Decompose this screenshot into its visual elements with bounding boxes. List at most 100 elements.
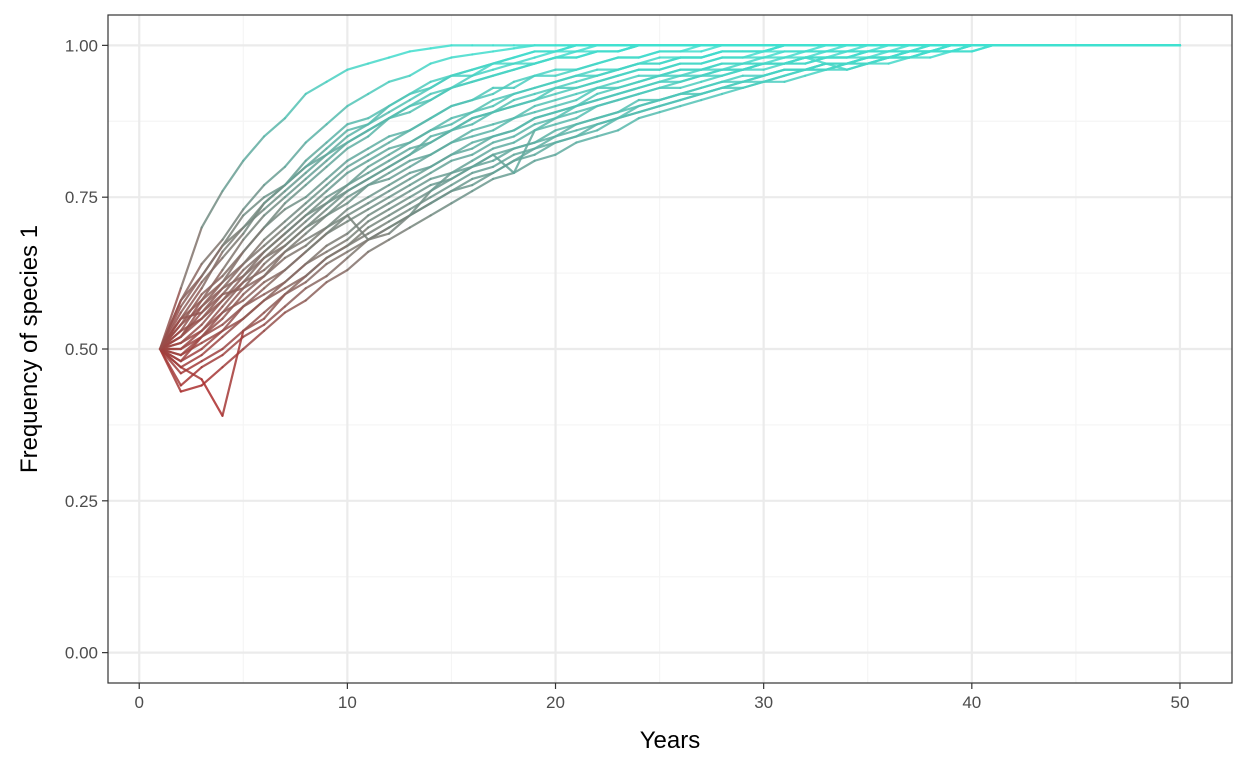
series-segment <box>304 250 328 266</box>
series-segment <box>367 141 391 156</box>
series-segment <box>616 98 640 114</box>
series-segment <box>429 129 453 138</box>
series-segment <box>367 190 391 205</box>
series-segment <box>304 208 328 229</box>
series-segment <box>616 62 640 71</box>
series-segment <box>200 238 224 266</box>
series-segment <box>679 80 703 89</box>
series-segment <box>450 141 474 156</box>
series-segment <box>637 50 661 59</box>
series-segment <box>804 56 828 65</box>
series-segment <box>346 129 370 144</box>
series-segment <box>283 275 307 290</box>
series-line <box>158 44 1182 351</box>
series-segment <box>471 129 495 138</box>
x-axis: 0 10 20 30 40 50 <box>134 683 1189 712</box>
series-segment <box>200 311 224 338</box>
series-segment <box>263 196 287 217</box>
series-segment <box>596 92 620 102</box>
series-segment <box>346 238 370 253</box>
series-segment <box>263 117 287 138</box>
series-segment <box>554 129 578 138</box>
series-segment <box>408 47 432 53</box>
series-segment <box>554 135 578 144</box>
series-segment <box>179 366 203 381</box>
series-segment <box>242 323 266 338</box>
series-segment <box>512 153 536 162</box>
series-segment <box>263 250 287 272</box>
series-segment <box>304 177 328 199</box>
series-segment <box>346 159 370 174</box>
series-segment <box>283 196 307 211</box>
series-segment <box>158 347 182 393</box>
series-segment <box>346 177 370 193</box>
series-segment <box>720 74 744 83</box>
series-segment <box>221 275 245 290</box>
series-segment <box>325 123 349 144</box>
series-segment <box>616 111 640 120</box>
series-segment <box>304 226 328 247</box>
series-segment <box>325 256 349 278</box>
series-segment <box>242 244 266 266</box>
series-segment <box>596 129 620 138</box>
series-segment <box>741 80 765 89</box>
series-segment <box>575 80 599 89</box>
series-segment <box>575 104 599 114</box>
series-segment <box>575 135 599 144</box>
series-segment <box>221 250 245 284</box>
series-segment <box>325 141 349 156</box>
series-segment <box>283 238 307 253</box>
series-segment <box>263 281 287 296</box>
series-segment <box>158 335 182 351</box>
series-segment <box>471 135 495 144</box>
series-segment <box>533 80 557 89</box>
series-segment <box>346 214 370 235</box>
series-segment <box>408 202 432 217</box>
series-segment <box>575 74 599 83</box>
y-axis: 0.00 0.25 0.50 0.75 1.00 <box>65 36 108 663</box>
series-segment <box>471 68 495 77</box>
series-segment <box>491 159 515 174</box>
y-tick-label: 0.25 <box>65 492 98 511</box>
series-segment <box>346 62 370 71</box>
series-segment <box>616 68 640 77</box>
series-segment <box>554 92 578 102</box>
series-segment <box>325 171 349 193</box>
series-segment <box>471 165 495 174</box>
series-segment <box>637 111 661 120</box>
series-segment <box>387 177 411 193</box>
series-segment <box>575 62 599 71</box>
series-segment <box>429 183 453 199</box>
series-segment <box>471 177 495 193</box>
series-segment <box>242 281 266 302</box>
series-segment <box>242 226 266 253</box>
series-segment <box>616 74 640 83</box>
series-segment <box>491 153 515 168</box>
series-segment <box>408 183 432 199</box>
series-segment <box>679 98 703 108</box>
series-segment <box>283 250 307 272</box>
series-segment <box>367 177 391 187</box>
series-segment <box>242 250 266 272</box>
series-segment <box>700 56 724 65</box>
series-segment <box>179 329 203 345</box>
series-segment <box>596 74 620 83</box>
series-segment <box>616 92 640 102</box>
series-segment <box>242 299 266 320</box>
x-tick-label: 40 <box>962 693 981 712</box>
series-segment <box>179 353 203 369</box>
series-segment <box>304 256 328 278</box>
series-segment <box>263 202 287 229</box>
series-segment <box>304 262 328 284</box>
series-segment <box>304 183 328 205</box>
series-segment <box>408 190 432 205</box>
series-segment <box>387 226 411 241</box>
series-segment <box>679 74 703 83</box>
series-segment <box>158 347 182 363</box>
series-segment <box>575 68 599 77</box>
series-segment <box>450 190 474 205</box>
series-segment <box>762 44 786 53</box>
series-segment <box>200 323 224 338</box>
series-segment <box>408 129 432 144</box>
series-segment <box>367 232 391 241</box>
